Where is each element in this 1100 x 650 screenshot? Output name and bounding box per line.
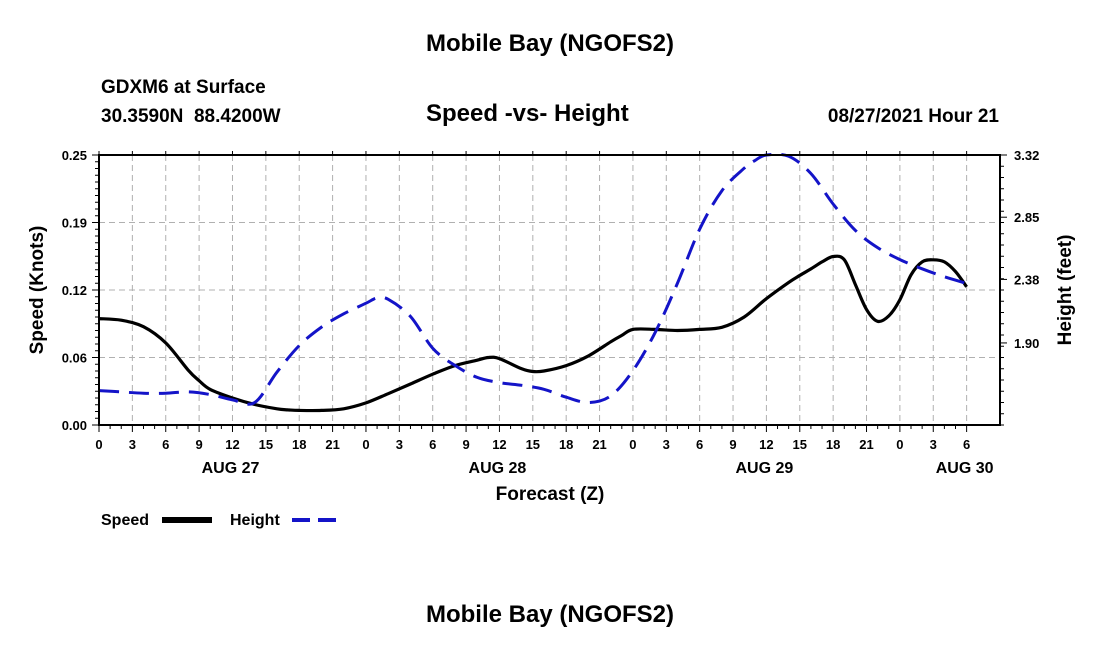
x-tick-label: 3 <box>930 437 937 452</box>
x-tick-label: 21 <box>859 437 873 452</box>
legend-label-height: Height <box>230 512 280 529</box>
x-tick-label: 15 <box>793 437 807 452</box>
x-day-label: AUG 29 <box>736 460 794 477</box>
x-tick-label: 18 <box>559 437 573 452</box>
x-tick-label: 6 <box>696 437 703 452</box>
y-tick-label: 0.12 <box>62 283 87 298</box>
series-line-speed <box>98 254 968 413</box>
x-tick-label: 12 <box>225 437 239 452</box>
coordinates-label: 30.3590N 88.4200W <box>101 106 281 127</box>
x-day-label: AUG 27 <box>202 460 260 477</box>
x-tick-label: 18 <box>826 437 840 452</box>
series-line-height <box>98 152 968 406</box>
x-tick-label: 6 <box>162 437 169 452</box>
x-tick-label: 0 <box>896 437 903 452</box>
chart-subtitle: Speed -vs- Height <box>426 100 629 127</box>
x-day-label: AUG 28 <box>469 460 527 477</box>
x-tick-label: 6 <box>429 437 436 452</box>
x-tick-label: 3 <box>396 437 403 452</box>
x-tick-label: 9 <box>195 437 202 452</box>
x-tick-label: 21 <box>592 437 606 452</box>
x-day-label: AUG 30 <box>936 460 994 477</box>
y-tick-label: 0.00 <box>62 418 87 433</box>
y-tick-label: 0.06 <box>62 351 87 366</box>
x-tick-label: 15 <box>259 437 273 452</box>
x-tick-label: 9 <box>462 437 469 452</box>
station-label: GDXM6 at Surface <box>101 77 266 98</box>
forecast-datetime: 08/27/2021 Hour 21 <box>827 106 999 127</box>
x-tick-label: 0 <box>629 437 636 452</box>
x-tick-label: 12 <box>759 437 773 452</box>
y2-axis-label: Height (feet) <box>1055 235 1076 346</box>
x-tick-label: 0 <box>362 437 369 452</box>
x-tick-label: 3 <box>129 437 136 452</box>
y-tick-label: 0.25 <box>62 148 87 163</box>
y2-tick-label: 2.85 <box>1014 210 1039 225</box>
x-tick-label: 9 <box>729 437 736 452</box>
chart-title-bottom: Mobile Bay (NGOFS2) <box>425 601 675 628</box>
y-tick-label: 0.19 <box>62 216 87 231</box>
x-tick-label: 15 <box>526 437 540 452</box>
legend-label-speed: Speed <box>101 512 149 529</box>
x-tick-label: 21 <box>325 437 339 452</box>
x-tick-label: 3 <box>663 437 670 452</box>
y2-tick-label: 2.38 <box>1014 272 1039 287</box>
x-axis-label: Forecast (Z) <box>496 484 605 505</box>
chart-title-top: Mobile Bay (NGOFS2) <box>425 30 675 57</box>
y-axis-label: Speed (Knots) <box>27 226 48 355</box>
x-tick-label: 12 <box>492 437 506 452</box>
x-tick-label: 18 <box>292 437 306 452</box>
x-tick-label: 0 <box>95 437 102 452</box>
x-tick-label: 6 <box>963 437 970 452</box>
y2-tick-label: 3.32 <box>1014 148 1039 163</box>
y2-tick-label: 1.90 <box>1014 336 1039 351</box>
